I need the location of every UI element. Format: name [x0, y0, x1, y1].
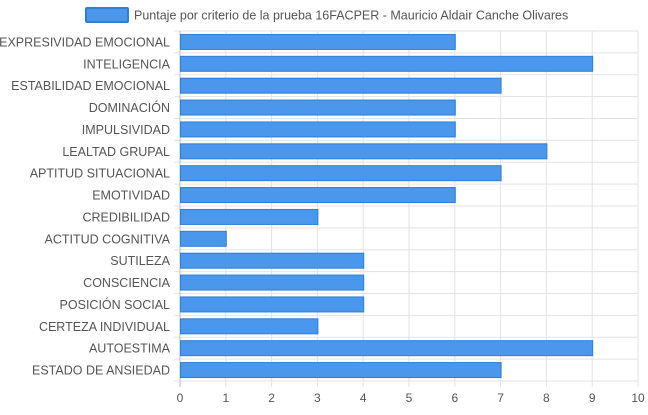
bar[interactable]	[180, 187, 456, 204]
bar[interactable]	[180, 99, 456, 116]
x-tick-label: 10	[631, 391, 645, 405]
y-category-label: ACTITUD COGNITIVA	[45, 232, 171, 246]
x-tick-label: 4	[360, 391, 367, 405]
y-axis-labels: EXPRESIVIDAD EMOCIONAL INTELIGENCIA ESTABI…	[0, 35, 171, 377]
y-category-label: EXPRESIVIDAD EMOCIONAL	[0, 35, 170, 49]
x-tick-label: 0	[177, 391, 184, 405]
bar[interactable]	[180, 230, 227, 247]
x-tick-label: 6	[451, 391, 458, 405]
bar[interactable]	[180, 296, 365, 313]
bar[interactable]	[180, 55, 594, 72]
x-tick-label: 5	[406, 391, 413, 405]
y-category-label: CREDIBILIDAD	[82, 210, 170, 224]
bar[interactable]	[180, 33, 456, 50]
x-axis-labels: 0 1 2 3 4 5 6 7 8 9 10	[177, 391, 645, 405]
y-category-label: LEALTAD GRUPAL	[62, 145, 170, 159]
legend-swatch[interactable]	[85, 7, 129, 23]
bars	[180, 33, 594, 379]
bar[interactable]	[180, 318, 319, 335]
bar[interactable]	[180, 252, 365, 269]
y-category-label: EMOTIVIDAD	[92, 189, 170, 203]
bar[interactable]	[180, 143, 548, 160]
y-category-label: DOMINACIÓN	[89, 100, 170, 115]
legend[interactable]: Puntaje por criterio de la prueba 16FACP…	[85, 7, 568, 23]
y-category-label: APTITUD SITUACIONAL	[30, 167, 170, 181]
x-tick-label: 3	[314, 391, 321, 405]
bar[interactable]	[180, 208, 319, 225]
legend-label[interactable]: Puntaje por criterio de la prueba 16FACP…	[134, 9, 568, 23]
y-category-label: CONSCIENCIA	[83, 276, 170, 290]
x-tick-label: 8	[543, 391, 550, 405]
y-category-label: IMPULSIVIDAD	[82, 123, 170, 137]
y-category-label: ESTABILIDAD EMOCIONAL	[11, 79, 170, 93]
bar[interactable]	[180, 165, 502, 182]
x-tick-label: 7	[497, 391, 504, 405]
y-category-label: POSICIÓN SOCIAL	[60, 297, 170, 312]
bar[interactable]	[180, 77, 502, 94]
x-tick-label: 9	[589, 391, 596, 405]
y-category-label: INTELIGENCIA	[83, 57, 170, 71]
bar[interactable]	[180, 274, 365, 291]
bar[interactable]	[180, 121, 456, 138]
bar[interactable]	[180, 340, 594, 357]
y-category-label: SUTILEZA	[110, 254, 170, 268]
y-category-label: AUTOESTIMA	[89, 342, 171, 356]
x-tick-label: 2	[268, 391, 275, 405]
bar[interactable]	[180, 362, 502, 379]
x-tick-label: 1	[222, 391, 229, 405]
y-category-label: ESTADO DE ANSIEDAD	[32, 364, 170, 378]
y-category-label: CERTEZA INDIVIDUAL	[39, 320, 170, 334]
